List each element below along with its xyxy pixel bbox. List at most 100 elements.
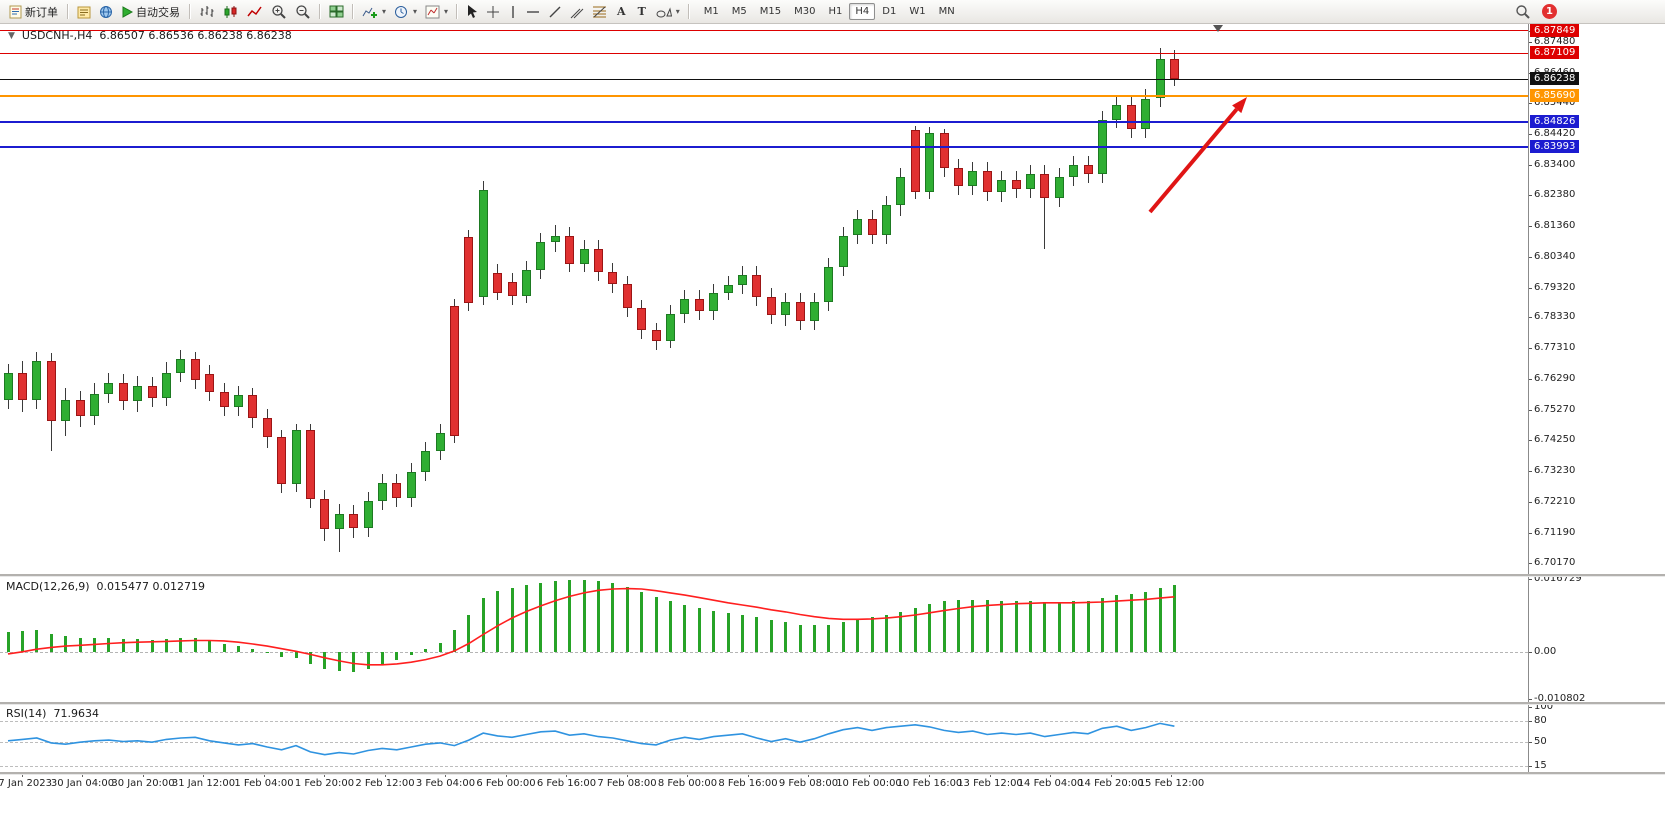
price-line-6.87109[interactable]: [0, 52, 1528, 54]
macd-bar: [1014, 601, 1018, 652]
macd-bar: [740, 614, 744, 652]
candle-body: [896, 176, 906, 206]
add-indicator-icon: [362, 5, 378, 19]
auto-trading-button[interactable]: 自动交易: [117, 2, 185, 22]
candlestick-chart-button[interactable]: [219, 2, 243, 22]
candle-body: [435, 432, 445, 451]
new-order-button[interactable]: 新订单: [4, 2, 63, 22]
notification-badge[interactable]: 1: [1542, 4, 1557, 19]
timeframe-button-M30[interactable]: M30: [794, 6, 816, 17]
line-chart-button[interactable]: [243, 2, 267, 22]
price-axis-tick: [1528, 532, 1532, 534]
macd-bar: [251, 649, 255, 652]
one-click-trading-arrow[interactable]: ▼: [8, 30, 15, 41]
pane-separator[interactable]: [0, 574, 1665, 577]
candle-body: [694, 298, 704, 311]
tile-windows-button[interactable]: [325, 2, 348, 22]
candle-body: [1112, 104, 1122, 120]
timeframe-button-MN[interactable]: MN: [938, 6, 955, 17]
macd-bar: [812, 625, 816, 652]
shapes-tool-button[interactable]: ▾: [652, 2, 684, 22]
chart-shift-marker[interactable]: [1213, 25, 1223, 32]
channel-tool-button[interactable]: [566, 2, 588, 22]
zoom-in-icon: [271, 4, 287, 19]
macd-bar: [942, 601, 946, 652]
candle-body: [665, 313, 675, 341]
chart-title: USDCNH-,H4: [21, 29, 93, 42]
timeframe-button-M1[interactable]: M1: [703, 6, 719, 17]
trendline-tool-button[interactable]: [544, 2, 566, 22]
templates-button[interactable]: ▾: [421, 2, 452, 22]
macd-bar: [582, 579, 586, 652]
chevron-down-icon: ▾: [675, 7, 680, 16]
chevron-down-icon: ▾: [382, 7, 387, 16]
price-line-6.85690[interactable]: [0, 94, 1528, 97]
macd-axis-label: 0.016729: [1534, 573, 1582, 585]
macd-bar: [827, 624, 831, 652]
channel-icon: [570, 5, 584, 19]
label-tool-button[interactable]: T: [632, 2, 652, 22]
candle-body: [478, 190, 488, 298]
price-axis-tick: [1528, 256, 1532, 258]
candle-body: [953, 167, 963, 186]
cursor-tool-button[interactable]: [462, 2, 482, 22]
macd-values: 0.015477 0.012719: [96, 580, 206, 593]
crosshair-tool-button[interactable]: [482, 2, 504, 22]
timeframe-button-M5[interactable]: M5: [731, 6, 747, 17]
time-axis-label: 6 Feb 16:00: [536, 778, 597, 789]
macd-axis-tick: [1528, 651, 1532, 653]
candle-body: [521, 270, 531, 296]
candle-body: [190, 359, 200, 381]
price-axis-label: 6.80340: [1534, 250, 1576, 262]
macd-bar: [884, 614, 888, 652]
candle-body: [392, 482, 402, 498]
macd-bar: [409, 651, 413, 656]
globe-button[interactable]: [95, 2, 117, 22]
candle-body: [867, 218, 877, 236]
price-axis-tick: [1528, 195, 1532, 197]
timeframe-button-W1[interactable]: W1: [909, 6, 926, 17]
vertical-line-tool-button[interactable]: [504, 2, 522, 22]
horizontal-line-tool-button[interactable]: [522, 2, 544, 22]
candle-body: [680, 298, 690, 314]
chart-title-row: ▼ USDCNH-,H4 6.86507 6.86536 6.86238 6.8…: [8, 29, 292, 42]
timeframe-button-H1[interactable]: H1: [828, 6, 843, 17]
bar-chart-button[interactable]: [195, 2, 219, 22]
indicators-button[interactable]: ▾: [358, 2, 390, 22]
timeframe-button-M15[interactable]: M15: [759, 6, 782, 17]
candle-body: [608, 271, 618, 284]
macd-bar: [899, 611, 903, 652]
fibonacci-tool-button[interactable]: [588, 2, 611, 22]
price-line-6.83993[interactable]: [0, 145, 1528, 148]
price-axis-tick: [1528, 134, 1532, 135]
candle-body: [766, 297, 776, 316]
zoom-out-button[interactable]: [291, 2, 315, 22]
timeframe-button-D1[interactable]: D1: [882, 6, 897, 17]
price-line-6.84826[interactable]: [0, 120, 1528, 123]
price-badge-6.85690: 6.85690: [1530, 88, 1580, 102]
zoom-in-button[interactable]: [267, 2, 291, 22]
notepad-button[interactable]: [73, 2, 95, 22]
rsi-axis-label: 15: [1534, 759, 1547, 771]
macd-bar: [697, 608, 701, 652]
play-icon: [122, 5, 133, 18]
price-line-6.86238[interactable]: [0, 78, 1528, 80]
macd-bar: [1172, 584, 1176, 652]
periods-button[interactable]: ▾: [390, 2, 421, 22]
pane-separator[interactable]: [0, 702, 1665, 705]
search-button[interactable]: [1511, 2, 1534, 22]
text-tool-button[interactable]: A: [611, 2, 632, 22]
macd-bar: [280, 651, 284, 657]
macd-bar: [1057, 602, 1061, 652]
timeframe-button-H4[interactable]: H4: [849, 3, 876, 20]
macd-bar: [265, 651, 269, 653]
candle-body: [622, 283, 632, 308]
toolbar-separator: [456, 4, 459, 19]
candle-body: [723, 285, 733, 293]
price-badge-6.86238: 6.86238: [1530, 72, 1580, 86]
candle-body: [320, 499, 330, 530]
time-axis-label: 31 Jan 12:00: [171, 778, 236, 789]
price-axis-tick: [1528, 317, 1532, 319]
price-line-6.87849[interactable]: [0, 30, 1528, 32]
